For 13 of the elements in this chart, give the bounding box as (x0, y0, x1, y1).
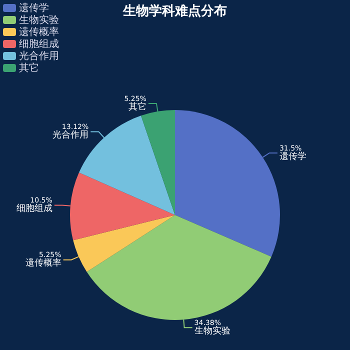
slice-label: 细胞组成 (16, 203, 52, 214)
slice-label: 光合作用 (52, 130, 89, 141)
legend-label: 遗传学 (19, 2, 49, 14)
legend-label: 生物实验 (19, 14, 59, 26)
slice-label: 遗传概率 (25, 258, 62, 269)
slice-label: 遗传学 (279, 150, 306, 162)
legend-label: 其它 (19, 62, 39, 75)
legend-label: 光合作用 (19, 50, 59, 62)
legend-label: 细胞组成 (19, 38, 59, 50)
slice-label: 生物实验 (194, 325, 230, 336)
chart-title: 生物学科难点分布 (123, 4, 227, 19)
legend-label: 遗传概率 (19, 26, 59, 38)
slice-label: 其它 (128, 101, 146, 112)
